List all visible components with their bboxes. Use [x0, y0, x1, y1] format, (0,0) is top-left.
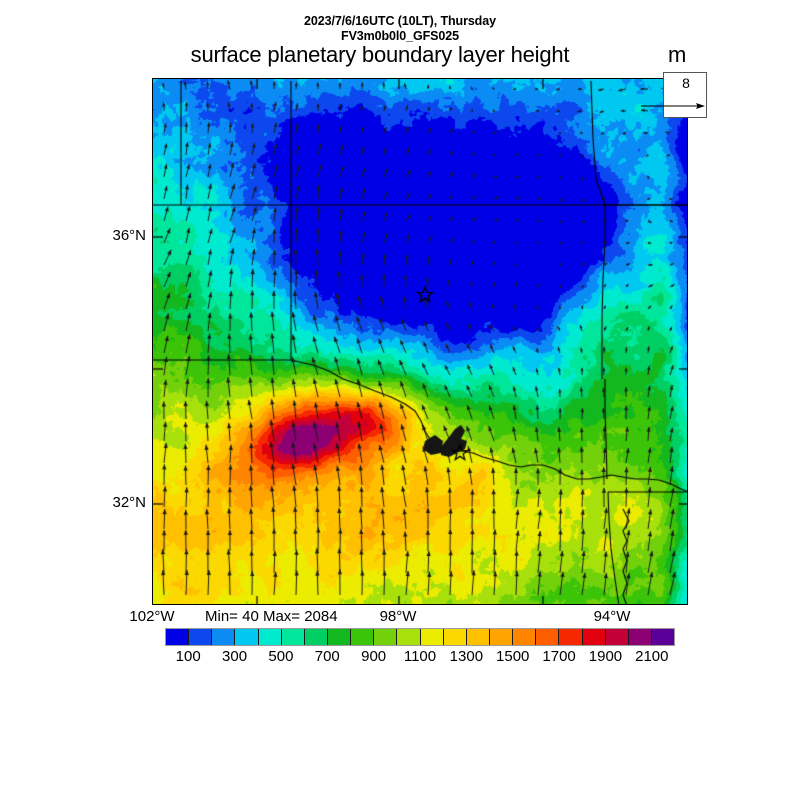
map-plot-area[interactable]: [152, 78, 688, 605]
colorbar-segment-10: [397, 629, 421, 645]
colorbar-tick-2: 500: [268, 648, 294, 665]
colorbar-segment-13: [466, 629, 490, 645]
latitude-label-0: 36°N: [112, 227, 146, 244]
arrow-right-icon: [641, 103, 705, 109]
colorbar-segment-8: [351, 629, 375, 645]
colorbar-segment-17: [559, 629, 583, 645]
colorbar-segment-16: [536, 629, 560, 645]
colorbar-tick-4: 900: [361, 648, 387, 665]
colorbar-segment-4: [258, 629, 282, 645]
colorbar-segment-2: [212, 629, 236, 645]
colorbar-tick-10: 2100: [635, 648, 669, 665]
latitude-label-1: 32°N: [112, 494, 146, 511]
colorbar-segments: [165, 628, 675, 646]
colorbar-tick-9: 1900: [588, 648, 623, 665]
colorbar-tick-1: 300: [222, 648, 248, 665]
wind-vector-legend: 8: [641, 72, 707, 118]
colorbar-segment-3: [235, 629, 259, 645]
units-label: m: [668, 42, 687, 67]
min-max-label: Min= 40 Max= 2084: [205, 608, 338, 625]
colorbar-tick-labels: 100 300 500 700 900 1100 1300 1500 1700 1900 2100: [165, 648, 675, 668]
wind-vector-legend-value: 8: [682, 75, 690, 91]
wind-vector-overlay: [153, 79, 687, 604]
colorbar-tick-6: 1300: [449, 648, 484, 665]
colorbar-segment-9: [374, 629, 398, 645]
colorbar-segment-15: [513, 629, 537, 645]
colorbar-segment-0: [166, 629, 190, 645]
datetime-line: 2023/7/6/16UTC (10LT), Thursday: [304, 14, 496, 28]
colorbar-segment-5: [281, 629, 305, 645]
colorbar-segment-11: [420, 629, 444, 645]
colorbar-segment-21: [651, 629, 675, 645]
longitude-label-1: 98°W: [379, 608, 417, 625]
colorbar[interactable]: 100 300 500 700 900 1100 1300 1500 1700 1900 2100: [165, 628, 675, 665]
colorbar-segment-20: [628, 629, 652, 645]
colorbar-segment-14: [489, 629, 514, 645]
colorbar-segment-6: [304, 629, 328, 645]
colorbar-tick-8: 1700: [542, 648, 576, 665]
colorbar-segment-7: [327, 629, 352, 645]
model-name-line: FV3m0b0l0_GFS025: [341, 29, 459, 43]
colorbar-tick-7: 1500: [496, 648, 530, 665]
longitude-label-0: 102°W: [129, 608, 175, 625]
colorbar-tick-3: 700: [314, 648, 340, 665]
colorbar-tick-0: 100: [175, 648, 201, 665]
page-title: surface planetary boundary layer height: [190, 42, 570, 67]
colorbar-segment-12: [443, 629, 467, 645]
colorbar-segment-18: [582, 629, 606, 645]
longitude-label-2: 94°W: [593, 608, 631, 625]
colorbar-segment-1: [189, 629, 213, 645]
colorbar-segment-19: [605, 629, 629, 645]
colorbar-tick-5: 1100: [403, 648, 437, 665]
